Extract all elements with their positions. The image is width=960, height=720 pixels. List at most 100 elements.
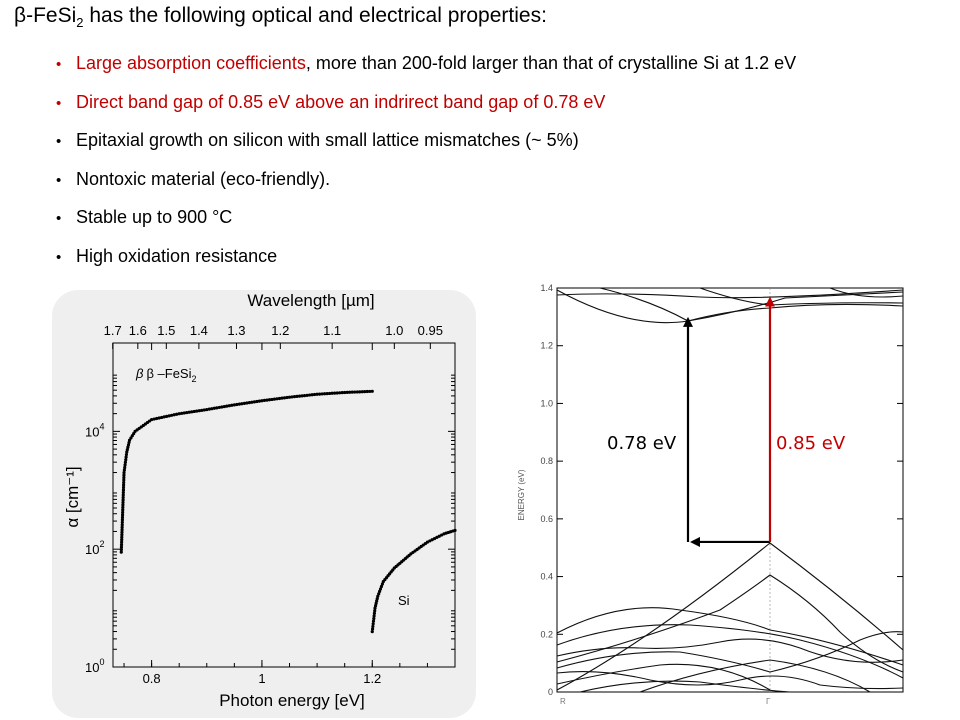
data-point xyxy=(297,394,302,398)
data-point xyxy=(121,505,125,509)
top-tick-label: 0.95 xyxy=(418,323,443,338)
data-point xyxy=(242,401,246,405)
data-point xyxy=(353,390,357,394)
data-point xyxy=(167,414,171,418)
data-point xyxy=(292,395,297,399)
data-point xyxy=(227,404,231,408)
data-point xyxy=(202,408,206,412)
data-point xyxy=(160,415,164,420)
data-point xyxy=(437,534,441,538)
data-point xyxy=(122,478,126,482)
data-point xyxy=(358,390,362,394)
data-point xyxy=(230,403,234,407)
bullet-dot-icon: • xyxy=(56,133,62,150)
data-point xyxy=(121,485,126,490)
data-point xyxy=(121,490,125,495)
bullet-item: • Stable up to 900 °C xyxy=(56,198,796,237)
data-point xyxy=(378,587,383,591)
data-point xyxy=(212,406,216,410)
bullet-dot-icon: • xyxy=(56,56,62,73)
data-point xyxy=(343,390,347,395)
data-point xyxy=(232,403,236,407)
data-point xyxy=(185,410,189,415)
bullet-item: • High oxidation resistance xyxy=(56,237,796,276)
data-point xyxy=(340,391,344,395)
data-point xyxy=(363,390,367,394)
data-point xyxy=(120,533,124,537)
top-axis-label: Wavelength [µm] xyxy=(247,291,374,310)
top-tick-label: 1.6 xyxy=(129,323,147,338)
data-point xyxy=(312,392,317,397)
bullet-item: • Direct band gap of 0.85 eV above an ind… xyxy=(56,83,796,122)
data-point xyxy=(338,391,342,395)
data-point xyxy=(122,483,126,487)
data-point xyxy=(285,395,289,400)
data-point xyxy=(333,391,337,395)
property-list: • Large absorption coefficients, more tha… xyxy=(56,44,796,275)
data-point xyxy=(328,391,332,396)
data-point xyxy=(157,416,161,420)
data-point xyxy=(260,399,264,403)
data-point xyxy=(372,616,376,621)
data-point xyxy=(307,393,312,397)
data-point xyxy=(123,465,127,470)
data-point xyxy=(155,416,159,421)
data-point xyxy=(355,390,359,394)
data-point xyxy=(120,535,124,539)
data-point xyxy=(300,394,304,398)
data-point xyxy=(305,393,309,397)
data-point xyxy=(195,409,199,413)
x-tick-label: 1 xyxy=(258,671,265,686)
bullet-dot-icon: • xyxy=(56,171,62,189)
data-point xyxy=(265,398,269,402)
data-point xyxy=(370,627,375,631)
data-point xyxy=(368,389,372,394)
y-tick-label: 100 xyxy=(85,657,104,675)
top-tick-label: 1.5 xyxy=(157,323,175,338)
top-tick-label: 1.2 xyxy=(271,323,289,338)
data-point xyxy=(245,401,249,405)
top-tick-label: 1.4 xyxy=(190,323,208,338)
data-point xyxy=(152,417,156,421)
top-tick-label: 1.3 xyxy=(227,323,245,338)
data-point xyxy=(330,391,334,395)
bullet-dot-icon: • xyxy=(56,210,62,227)
top-tick-label: 1.7 xyxy=(104,323,122,338)
data-point xyxy=(435,535,439,540)
data-point xyxy=(121,508,125,512)
data-point xyxy=(262,398,267,403)
data-point xyxy=(217,405,221,410)
data-point xyxy=(120,540,124,544)
data-point xyxy=(425,540,430,544)
y-tick-label: 102 xyxy=(85,539,104,557)
data-point xyxy=(162,415,166,419)
data-point xyxy=(315,392,319,396)
data-point xyxy=(121,503,125,507)
data-point xyxy=(310,393,314,397)
y-tick-label: 104 xyxy=(85,421,104,439)
data-point xyxy=(379,584,384,589)
data-point xyxy=(205,407,209,412)
slide-title: β-FeSi2 has the following optical and el… xyxy=(14,4,547,31)
data-point xyxy=(295,394,299,398)
data-point xyxy=(192,409,196,414)
data-point xyxy=(120,530,124,534)
data-point xyxy=(287,395,292,399)
data-point xyxy=(210,407,214,411)
data-point xyxy=(348,390,352,394)
data-point xyxy=(119,543,124,547)
data-point xyxy=(121,493,125,497)
data-point xyxy=(373,609,377,613)
data-point xyxy=(222,404,226,409)
data-point xyxy=(207,407,211,411)
data-point xyxy=(120,518,124,522)
data-point xyxy=(335,391,339,395)
data-point xyxy=(123,460,128,464)
data-point xyxy=(190,410,194,414)
data-point xyxy=(370,389,374,393)
data-point xyxy=(119,548,123,552)
tick-group: 0.8 1 1.2 1.7 1.6 1.5 1.4 1.3 1.2 1.1 1.0 0.95 100 10… xyxy=(85,323,455,686)
data-point xyxy=(200,408,204,412)
data-point xyxy=(376,594,380,598)
